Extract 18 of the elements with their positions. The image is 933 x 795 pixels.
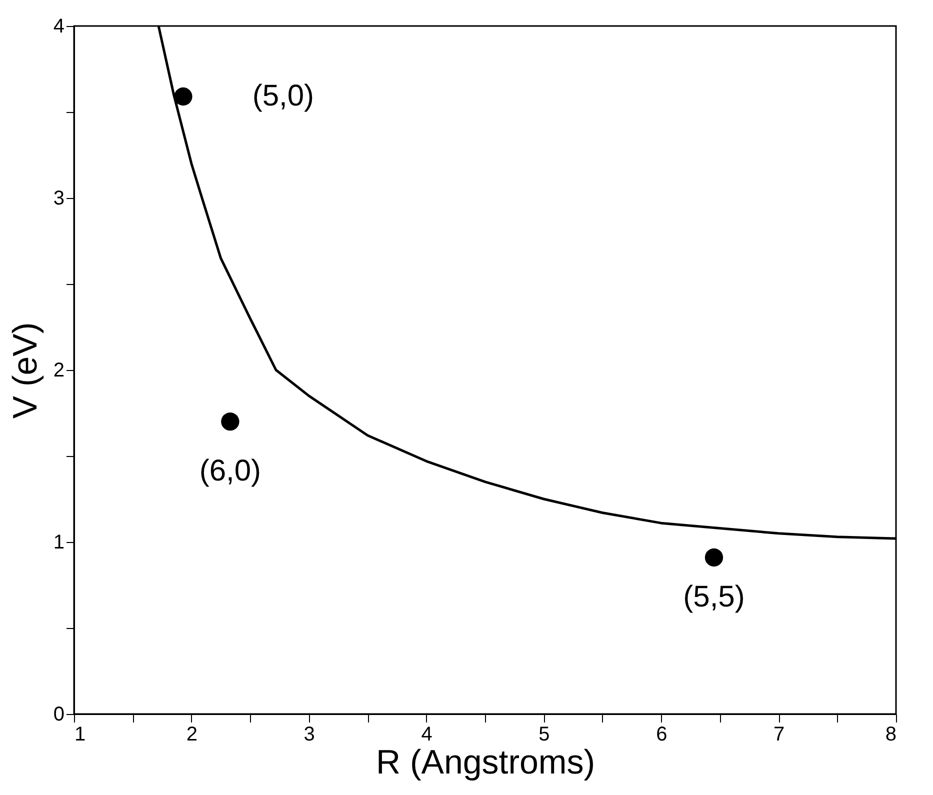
x-tick-label: 6 xyxy=(656,724,668,746)
y-tick-label: 3 xyxy=(53,188,64,210)
annotation: (6,0) xyxy=(199,454,262,488)
x-tick-label: 3 xyxy=(304,724,315,746)
x-tick-label: 1 xyxy=(74,724,86,746)
y-tick-label: 2 xyxy=(53,360,64,382)
y-tick-label: 0 xyxy=(53,704,64,726)
x-tick-label: 2 xyxy=(186,724,198,746)
x-tick-label: 7 xyxy=(774,724,785,746)
y-tick-label: 4 xyxy=(53,16,64,38)
x-tick-label: 8 xyxy=(885,724,896,746)
x-axis-title: R (Angstroms) xyxy=(376,744,596,782)
annotation: (5,5) xyxy=(683,580,745,614)
x-tick-label: 5 xyxy=(538,724,550,746)
y-axis-title: V (eV) xyxy=(6,322,44,419)
annotation: (5,0) xyxy=(252,80,314,113)
y-tick-label: 1 xyxy=(53,532,64,554)
x-tick-label: 4 xyxy=(421,724,432,746)
